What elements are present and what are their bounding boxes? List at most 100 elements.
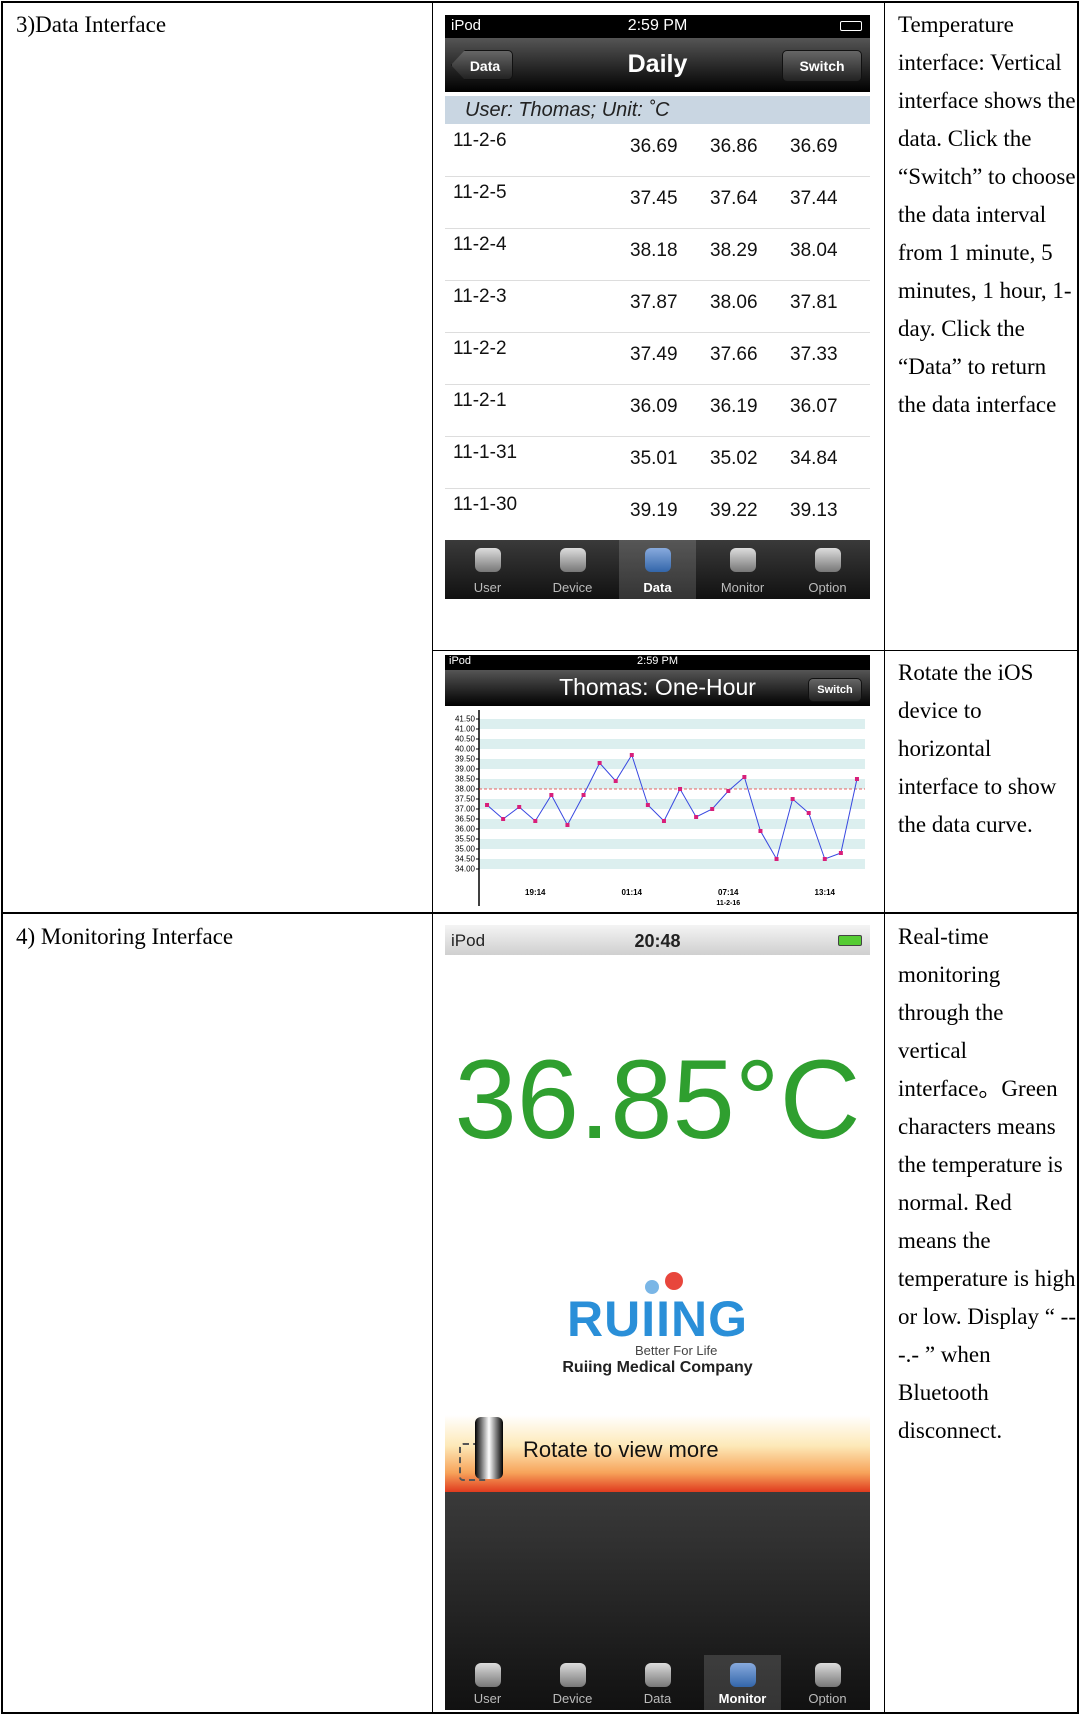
data-point — [565, 823, 569, 827]
tab-icon — [730, 548, 756, 572]
row-value: 36.86 — [710, 136, 758, 158]
row-value: 38.18 — [630, 240, 678, 262]
row-value: 36.07 — [790, 396, 838, 418]
data-point — [807, 811, 811, 815]
tab[interactable]: Data — [619, 1655, 696, 1710]
rotate-icon — [475, 1417, 503, 1479]
table-border — [884, 1, 885, 1714]
tab[interactable]: Device — [534, 540, 611, 599]
tab[interactable]: Data — [619, 540, 696, 599]
row-value: 37.44 — [790, 188, 838, 210]
grid-band — [479, 839, 865, 849]
page: 3)Data Interface 4) Monitoring Interface… — [0, 0, 1080, 1715]
data-row: 11-2-136.0936.1936.07 — [445, 384, 870, 437]
row-value: 36.69 — [790, 136, 838, 158]
data-point — [485, 803, 489, 807]
row-value: 39.22 — [710, 500, 758, 522]
tab-bar: User Device Data Monitor Option — [445, 540, 870, 599]
data-point — [775, 857, 779, 861]
tab-label: Data — [619, 1691, 696, 1706]
clock: 2:59 PM — [445, 655, 870, 667]
x-tick-label: 07:14 — [718, 888, 739, 897]
row-value: 36.19 — [710, 396, 758, 418]
tab[interactable]: Option — [789, 540, 866, 599]
tab-label: Device — [534, 580, 611, 595]
table-border — [1, 912, 1079, 914]
row-date: 11-2-6 — [453, 130, 507, 152]
row-date: 11-2-2 — [453, 338, 507, 360]
tab-icon — [815, 548, 841, 572]
y-tick-label: 34.50 — [455, 855, 476, 864]
data-point — [662, 819, 666, 823]
table-border — [432, 650, 1078, 651]
row-value: 37.45 — [630, 188, 678, 210]
y-tick-label: 38.50 — [455, 775, 476, 784]
x-sublabel: 11-2-16 — [716, 900, 740, 907]
data-point — [533, 819, 537, 823]
tab[interactable]: Monitor — [704, 1655, 781, 1710]
data-point — [646, 803, 650, 807]
rotate-banner: Rotate to view more — [445, 1415, 870, 1492]
data-point — [710, 807, 714, 811]
tab-icon — [645, 548, 671, 572]
row-value: 39.13 — [790, 500, 838, 522]
subheader: User: Thomas; Unit: ˚C — [445, 96, 870, 124]
grid-band — [479, 779, 865, 789]
data-point — [839, 851, 843, 855]
monitor-screen: iPod 20:48 36.85°C RUIING Better For Lif… — [445, 925, 870, 1710]
tab[interactable]: User — [449, 1655, 526, 1710]
tab-label: Data — [619, 580, 696, 595]
row-value: 37.64 — [710, 188, 758, 210]
tab[interactable]: Device — [534, 1655, 611, 1710]
data-point — [855, 777, 859, 781]
tab-icon — [815, 1663, 841, 1687]
tab-label: Option — [789, 580, 866, 595]
tab[interactable]: Monitor — [704, 540, 781, 599]
table-border — [1077, 1, 1079, 1714]
tab-icon — [730, 1663, 756, 1687]
nav-bar: Data Daily Switch — [445, 38, 870, 92]
y-tick-label: 38.00 — [455, 785, 476, 794]
nav-bar: Thomas: One-Hour Switch — [445, 670, 870, 706]
screen-title: Thomas: One-Hour — [445, 674, 870, 701]
tab-icon — [645, 1663, 671, 1687]
grid-band — [479, 759, 865, 769]
row-value: 37.87 — [630, 292, 678, 314]
row-value: 39.19 — [630, 500, 678, 522]
status-bar: iPod 2:59 PM — [445, 655, 870, 670]
row-value: 35.01 — [630, 448, 678, 470]
tab-icon — [560, 1663, 586, 1687]
logo: RUIING — [445, 1290, 870, 1348]
switch-button[interactable]: Switch — [808, 678, 862, 702]
row-value: 36.69 — [630, 136, 678, 158]
data-point — [630, 753, 634, 757]
grid-band — [479, 739, 865, 749]
status-bar: iPod 20:48 — [445, 925, 870, 955]
row-date: 11-1-30 — [453, 494, 517, 516]
data-point — [614, 779, 618, 783]
row-date: 11-2-5 — [453, 182, 507, 204]
switch-button[interactable]: Switch — [782, 50, 862, 82]
x-tick-label: 01:14 — [622, 888, 643, 897]
battery — [840, 21, 862, 31]
data-row: 11-1-30 39.19 39.22 39.13 — [445, 488, 870, 541]
y-tick-label: 36.50 — [455, 815, 476, 824]
row-value: 37.81 — [790, 292, 838, 314]
tab-label: Monitor — [704, 1691, 781, 1706]
banner-text: Rotate to view more — [523, 1437, 719, 1463]
company: Ruiing Medical Company — [445, 1359, 870, 1377]
tab[interactable]: User — [449, 540, 526, 599]
y-tick-label: 39.00 — [455, 765, 476, 774]
data-point — [791, 797, 795, 801]
grid-band — [479, 719, 865, 729]
tab-label: User — [449, 1691, 526, 1706]
row-value: 34.84 — [790, 448, 838, 470]
y-tick-label: 36.00 — [455, 825, 476, 834]
row-date: 11-2-3 — [453, 286, 507, 308]
data-point — [549, 793, 553, 797]
tab[interactable]: Option — [789, 1655, 866, 1710]
